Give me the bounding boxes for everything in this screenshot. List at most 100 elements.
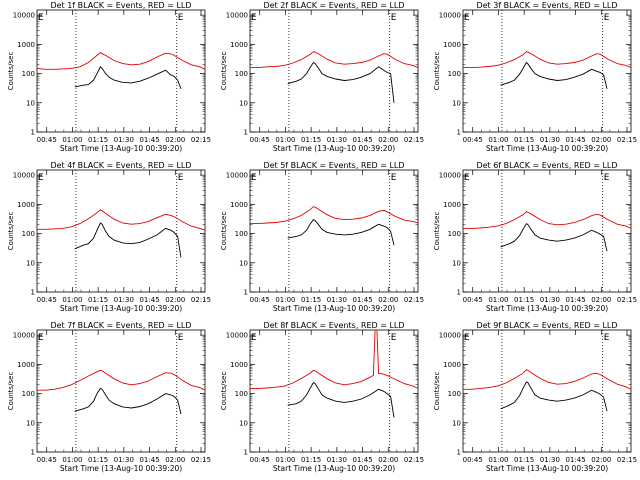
x-tick-label: 01:45 [352, 296, 372, 304]
x-tick-label: 01:15 [514, 136, 534, 144]
x-tick-label: 02:00 [165, 296, 185, 304]
events-series-line [74, 387, 182, 415]
y-tick-label: 10 [452, 99, 461, 107]
x-tick-label: 01:00 [488, 136, 508, 144]
legend-marker-right: E [604, 333, 610, 343]
y-tick-label: 10000 [439, 332, 461, 340]
y-tick-label: 100 [22, 390, 35, 398]
events-series-line [74, 66, 182, 89]
legend-marker-left: E [464, 13, 470, 23]
y-tick-label: 100 [448, 390, 461, 398]
x-tick-label: 02:15 [404, 456, 424, 464]
x-axis-title: Start Time (13-Aug-10 00:39:20) [60, 464, 182, 473]
y-tick-label: 1000 [443, 41, 461, 49]
x-tick-label: 01:15 [301, 456, 321, 464]
x-tick-label: 01:15 [301, 296, 321, 304]
y-tick-label: 10000 [226, 172, 248, 180]
x-tick-label: 02:15 [404, 136, 424, 144]
x-axis-title: Start Time (13-Aug-10 00:39:20) [486, 144, 608, 153]
y-tick-label: 1 [31, 289, 35, 297]
x-tick-label: 02:00 [591, 136, 611, 144]
x-tick-label: 02:15 [617, 296, 637, 304]
y-axis-title: Counts/sec [7, 372, 15, 411]
events-series-line [287, 61, 395, 103]
y-tick-label: 1000 [443, 361, 461, 369]
x-tick-label: 02:00 [378, 456, 398, 464]
plot-frame [462, 329, 632, 453]
x-axis-title: Start Time (13-Aug-10 00:39:20) [60, 144, 182, 153]
plot-frame [36, 169, 206, 293]
y-tick-label: 10 [239, 259, 248, 267]
y-tick-label: 1000 [17, 41, 35, 49]
legend-marker-right: E [604, 173, 610, 183]
y-tick-label: 100 [235, 70, 248, 78]
panel-title: Det 7f BLACK = Events, RED = LLD [50, 321, 191, 330]
y-tick-label: 100 [235, 230, 248, 238]
plot-frame [249, 9, 419, 133]
panel-title: Det 8f BLACK = Events, RED = LLD [263, 321, 404, 330]
events-series-line [500, 61, 608, 89]
y-tick-label: 1 [244, 449, 248, 457]
y-tick-label: 1 [457, 449, 461, 457]
x-tick-label: 01:15 [88, 456, 108, 464]
x-tick-label: 01:15 [514, 456, 534, 464]
x-tick-label: 01:00 [275, 136, 295, 144]
legend-marker-left: E [251, 333, 257, 343]
x-tick-label: 01:30 [540, 296, 560, 304]
x-tick-label: 01:45 [565, 136, 585, 144]
x-tick-label: 02:00 [378, 136, 398, 144]
x-tick-label: 01:15 [301, 136, 321, 144]
events-series-line [500, 222, 608, 252]
events-series-line [500, 381, 608, 412]
x-tick-label: 01:00 [62, 136, 82, 144]
x-tick-label: 02:00 [591, 296, 611, 304]
x-tick-label: 02:00 [165, 456, 185, 464]
y-tick-label: 1000 [443, 201, 461, 209]
x-tick-label: 01:30 [327, 136, 347, 144]
legend-marker-left: E [464, 173, 470, 183]
lld-series-line [250, 329, 419, 389]
legend-marker-left: E [38, 173, 44, 183]
x-tick-label: 01:15 [514, 296, 534, 304]
y-axis-title: Counts/sec [433, 52, 441, 91]
x-tick-label: 01:15 [88, 136, 108, 144]
x-axis-title: Start Time (13-Aug-10 00:39:20) [60, 304, 182, 313]
x-tick-label: 01:30 [540, 456, 560, 464]
lld-series-line [250, 51, 419, 69]
x-tick-label: 01:00 [275, 296, 295, 304]
detector-panel-6: Det 6f BLACK = Events, RED = LLD 1 10 100 10… [433, 161, 637, 313]
legend-marker-right: E [391, 13, 397, 23]
panel-title: Det 3f BLACK = Events, RED = LLD [476, 1, 617, 10]
x-tick-label: 01:45 [139, 296, 159, 304]
x-tick-label: 02:15 [617, 136, 637, 144]
y-tick-label: 10 [452, 259, 461, 267]
x-axis-title: Start Time (13-Aug-10 00:39:20) [273, 144, 395, 153]
x-tick-label: 01:45 [352, 456, 372, 464]
detector-panel-9: Det 9f BLACK = Events, RED = LLD 1 10 100 10… [433, 321, 637, 473]
panel-title: Det 5f BLACK = Events, RED = LLD [263, 161, 404, 170]
plot-frame [249, 329, 419, 453]
x-tick-label: 01:45 [139, 456, 159, 464]
x-tick-label: 00:45 [250, 296, 270, 304]
y-tick-label: 1000 [17, 201, 35, 209]
x-tick-label: 01:30 [327, 296, 347, 304]
x-axis-title: Start Time (13-Aug-10 00:39:20) [273, 304, 395, 313]
x-tick-label: 00:45 [37, 296, 57, 304]
lld-series-line [250, 206, 419, 225]
lld-series-line [36, 52, 206, 70]
x-tick-label: 01:45 [352, 136, 372, 144]
y-tick-label: 1 [457, 289, 461, 297]
y-tick-label: 10000 [226, 12, 248, 20]
legend-marker-left: E [251, 13, 257, 23]
y-tick-label: 10 [26, 419, 35, 427]
plot-frame [249, 169, 419, 293]
y-tick-label: 10000 [439, 172, 461, 180]
y-axis-title: Counts/sec [7, 212, 15, 251]
y-tick-label: 100 [448, 230, 461, 238]
x-tick-label: 00:45 [37, 136, 57, 144]
x-tick-label: 02:15 [191, 456, 211, 464]
x-tick-label: 01:30 [114, 136, 134, 144]
y-tick-label: 10000 [439, 12, 461, 20]
detector-panel-2: Det 2f BLACK = Events, RED = LLD 1 10 100 10… [220, 1, 424, 153]
